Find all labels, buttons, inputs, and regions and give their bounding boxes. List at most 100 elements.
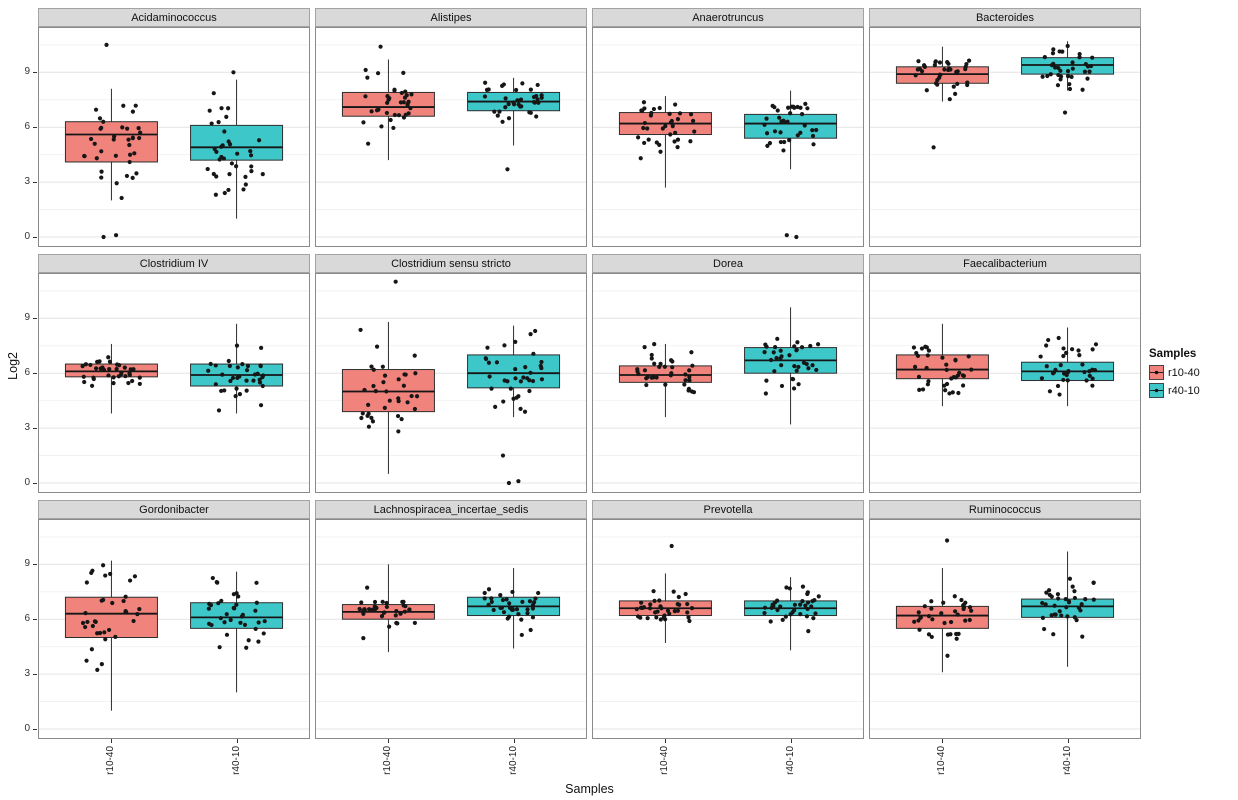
data-point bbox=[947, 97, 952, 102]
data-point bbox=[396, 429, 401, 434]
data-point bbox=[402, 95, 408, 100]
data-point bbox=[668, 132, 673, 137]
data-point bbox=[1067, 576, 1073, 581]
data-point bbox=[106, 355, 111, 360]
data-point bbox=[363, 67, 368, 73]
data-point bbox=[922, 604, 927, 609]
data-point bbox=[1057, 392, 1062, 397]
box-r40-10 bbox=[190, 602, 284, 629]
data-point bbox=[649, 375, 654, 380]
data-point bbox=[399, 90, 404, 96]
data-point bbox=[1053, 65, 1058, 70]
data-point bbox=[505, 379, 510, 384]
data-point bbox=[232, 606, 237, 611]
panel-border bbox=[592, 27, 864, 247]
data-point bbox=[952, 609, 958, 614]
data-point bbox=[686, 615, 691, 620]
data-point bbox=[128, 367, 133, 372]
data-point bbox=[672, 139, 677, 144]
data-point bbox=[778, 348, 783, 353]
data-point bbox=[401, 603, 406, 608]
data-point bbox=[967, 617, 972, 623]
y-tick-label: 6 bbox=[24, 121, 30, 133]
data-point bbox=[402, 372, 407, 377]
panel-border bbox=[315, 273, 587, 493]
data-point bbox=[800, 598, 805, 604]
data-point bbox=[117, 362, 122, 368]
data-point bbox=[260, 383, 265, 389]
data-point bbox=[1070, 60, 1075, 65]
data-point bbox=[670, 124, 675, 129]
data-point bbox=[396, 377, 401, 382]
data-point bbox=[804, 614, 810, 619]
data-point bbox=[683, 372, 688, 377]
data-point bbox=[675, 137, 681, 142]
data-point bbox=[1058, 77, 1063, 82]
panel-border bbox=[38, 519, 310, 739]
data-point bbox=[953, 91, 958, 96]
data-point bbox=[955, 81, 960, 86]
data-point bbox=[1055, 592, 1061, 597]
data-point bbox=[99, 169, 104, 174]
panel-plot bbox=[869, 27, 1141, 247]
data-point bbox=[942, 383, 947, 388]
data-point bbox=[372, 599, 378, 605]
data-point bbox=[1041, 626, 1047, 632]
legend-key-glyph bbox=[1149, 383, 1164, 398]
data-point bbox=[238, 620, 243, 625]
data-point bbox=[91, 375, 96, 380]
data-point bbox=[123, 374, 128, 379]
data-point bbox=[689, 350, 694, 355]
y-tick-mark bbox=[33, 237, 37, 238]
data-point bbox=[501, 399, 506, 404]
data-point bbox=[961, 606, 966, 612]
data-point bbox=[359, 415, 364, 421]
data-point bbox=[925, 382, 930, 387]
data-point bbox=[528, 627, 533, 633]
data-point bbox=[392, 112, 397, 118]
data-point bbox=[779, 119, 784, 124]
box-r40-10 bbox=[467, 354, 561, 389]
data-point bbox=[775, 607, 780, 613]
data-point bbox=[82, 379, 87, 385]
data-point bbox=[1090, 347, 1095, 352]
facet-strip: Acidaminococcus bbox=[38, 8, 310, 27]
data-point bbox=[777, 115, 782, 120]
panel-plot bbox=[38, 273, 310, 493]
data-point bbox=[510, 607, 516, 613]
data-point bbox=[95, 667, 100, 672]
data-point bbox=[925, 353, 930, 358]
data-point bbox=[937, 75, 942, 80]
data-point bbox=[130, 175, 135, 181]
facet-strip: Bacteroides bbox=[869, 8, 1141, 27]
data-point bbox=[93, 107, 99, 112]
data-point bbox=[511, 100, 516, 105]
data-point bbox=[956, 390, 961, 396]
data-point bbox=[1050, 51, 1056, 56]
data-point bbox=[366, 411, 371, 416]
data-point bbox=[929, 599, 934, 604]
facet-title: Clostridium sensu stricto bbox=[391, 257, 511, 270]
data-point bbox=[645, 126, 650, 131]
data-point bbox=[90, 568, 95, 573]
data-point bbox=[670, 359, 675, 364]
data-point bbox=[380, 599, 385, 604]
data-point bbox=[519, 617, 524, 622]
data-point bbox=[944, 362, 949, 367]
data-point bbox=[106, 627, 112, 633]
data-point bbox=[658, 617, 663, 622]
data-point bbox=[486, 360, 492, 365]
data-point bbox=[1070, 66, 1075, 71]
data-point bbox=[370, 419, 376, 424]
data-point bbox=[954, 636, 959, 641]
data-point bbox=[768, 619, 773, 624]
y-tick-label: 0 bbox=[24, 723, 30, 734]
panel-border bbox=[315, 27, 587, 247]
data-point bbox=[1056, 596, 1061, 601]
data-point bbox=[498, 592, 503, 598]
data-point bbox=[133, 103, 138, 108]
data-point bbox=[407, 607, 412, 613]
data-point bbox=[780, 617, 785, 622]
data-point bbox=[222, 190, 227, 196]
data-point bbox=[121, 598, 126, 604]
